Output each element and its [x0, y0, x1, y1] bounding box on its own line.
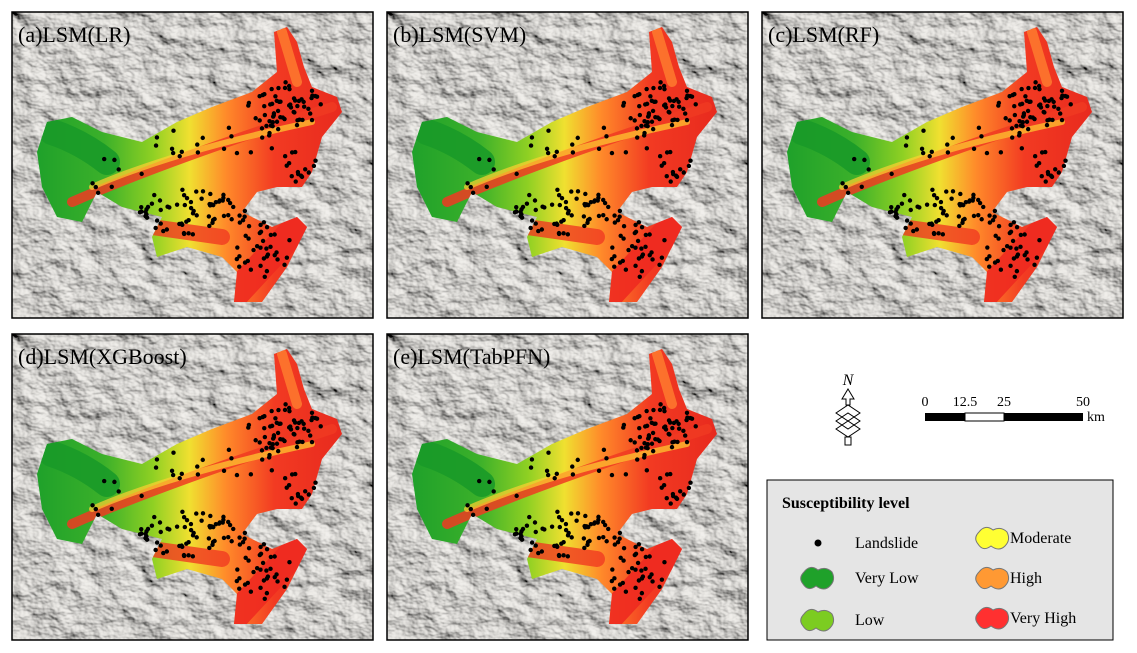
scale-label: 12.5 [953, 395, 978, 410]
north-label: N [842, 372, 855, 389]
legend-label: Landslide [855, 535, 918, 552]
scale-segment [925, 413, 965, 421]
panel-label: (e)LSM(TabPFN) [393, 344, 550, 369]
scale-unit: km [1087, 410, 1105, 425]
scale-label: 25 [997, 395, 1011, 410]
panel-border [11, 333, 374, 641]
legend-symbol [975, 606, 1010, 630]
panel-border [386, 333, 749, 641]
scale-label: 0 [922, 395, 929, 410]
panel-border [386, 11, 749, 319]
panel-border [11, 11, 374, 319]
map-panel: (d)LSM(XGBoost) [11, 333, 374, 641]
scale-segment [1004, 413, 1083, 421]
map-panel: (e)LSM(TabPFN) [386, 333, 749, 641]
legend: Susceptibility level Landslide Very Low Lo… [766, 479, 1114, 641]
map-panel: (a)LSM(LR) [11, 11, 374, 319]
legend-title: Susceptibility level [782, 495, 910, 512]
legend-label: High [1010, 570, 1042, 587]
scale-label: 50 [1076, 395, 1090, 410]
legend-label: Very High [1010, 610, 1076, 627]
legend-label: Very Low [855, 570, 919, 587]
legend-label: Moderate [1010, 530, 1071, 547]
panel-label: (a)LSM(LR) [18, 22, 130, 47]
panel-label: (d)LSM(XGBoost) [18, 344, 187, 369]
panel-label: (b)LSM(SVM) [393, 22, 526, 47]
map-panel: (b)LSM(SVM) [386, 11, 749, 319]
panel-border [761, 11, 1124, 319]
map-panel: (c)LSM(RF) [761, 11, 1124, 319]
legend-label: Low [855, 612, 885, 629]
panel-label: (c)LSM(RF) [768, 22, 879, 47]
legend-symbol [800, 608, 835, 632]
legend-symbol [800, 566, 835, 590]
north-arrow: N [835, 372, 861, 446]
legend-symbol [975, 566, 1010, 590]
scale-segment [964, 412, 1005, 422]
legend-symbol [975, 526, 1010, 550]
legend-symbol [814, 539, 822, 547]
scale-bar: 0 12.5 25 50 km [922, 395, 1106, 425]
